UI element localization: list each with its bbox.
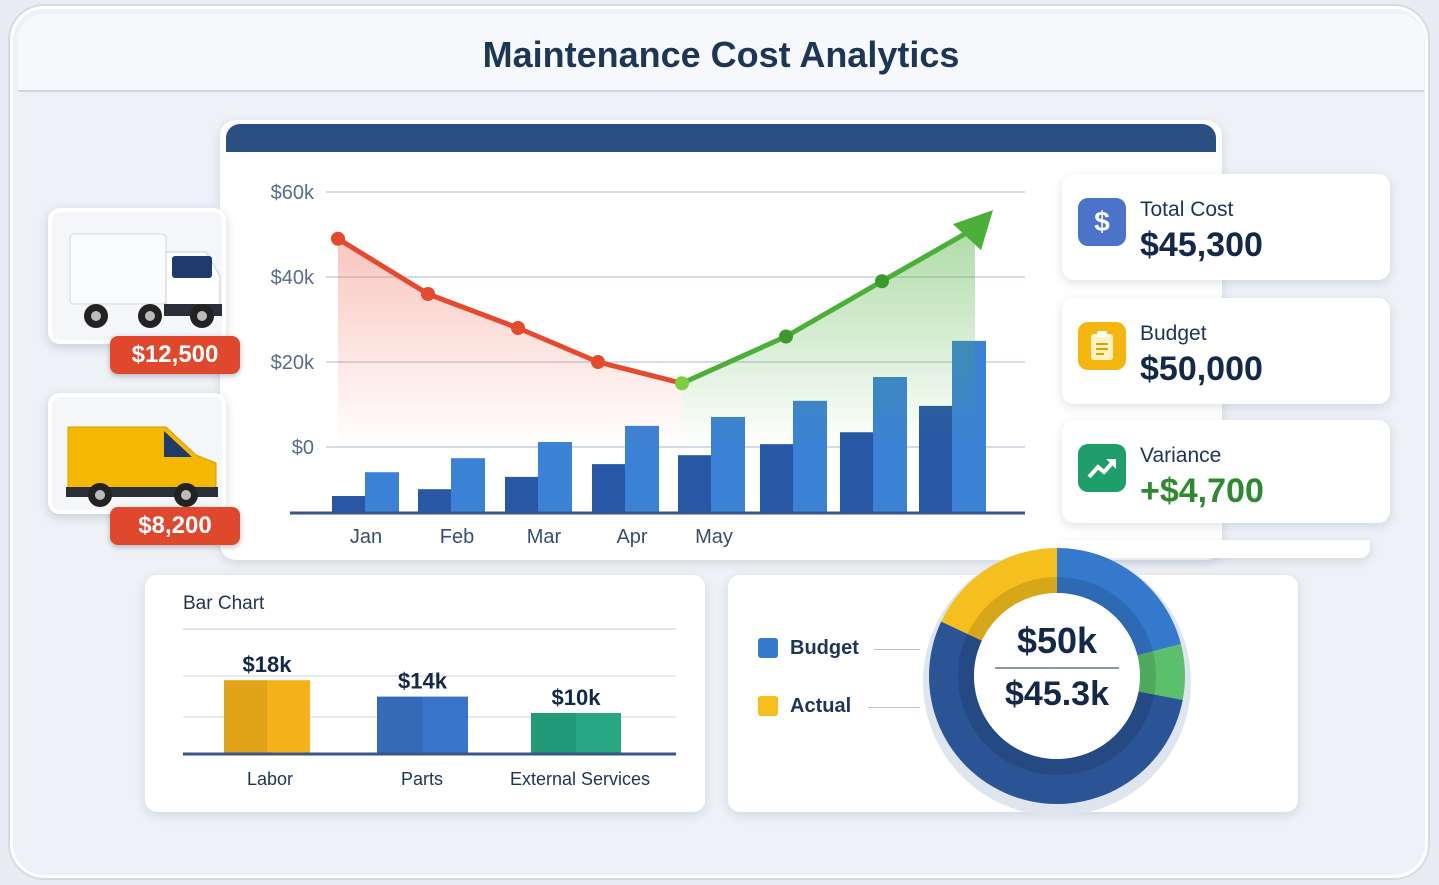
bar-chart-title: Bar Chart (183, 593, 265, 614)
kpi-value: $45,300 (1140, 226, 1263, 264)
kpi-label: Budget (1140, 322, 1207, 345)
legend-leader-line (874, 649, 920, 650)
legend-actual-swatch (758, 696, 778, 716)
card-shelf (1060, 540, 1370, 558)
kpi-label: Variance (1140, 444, 1222, 467)
header: Maintenance Cost Analytics (18, 14, 1424, 92)
page-title: Maintenance Cost Analytics (482, 34, 960, 75)
van-card[interactable] (48, 393, 226, 514)
legend-leader-line (868, 707, 920, 708)
truck-icon (69, 233, 222, 328)
donut-center-budget: $50k (1016, 620, 1098, 661)
legend-actual-label: Actual (790, 695, 852, 717)
kpi-budget[interactable]: Budget $50,000 (1062, 298, 1390, 404)
van-cost-badge: $8,200 (110, 507, 240, 545)
kpi-value: +$4,700 (1140, 472, 1264, 510)
dollar-icon: $ (1078, 198, 1126, 246)
trend-up-icon (1078, 444, 1126, 492)
category-bar-card: Bar Chart (145, 575, 705, 812)
legend-budget-swatch (758, 638, 778, 658)
clipboard-icon (1078, 322, 1126, 370)
kpi-total-cost[interactable]: $ Total Cost $45,300 (1062, 174, 1390, 280)
donut-center-actual: $45.3k (1005, 675, 1109, 713)
kpi-variance[interactable]: Variance +$4,700 (1062, 420, 1390, 523)
card-header-bar (226, 124, 1216, 152)
van-icon (66, 426, 218, 507)
legend-budget-label: Budget (790, 637, 859, 659)
kpi-value: $50,000 (1140, 350, 1263, 388)
truck-card[interactable] (48, 208, 226, 344)
donut-divider (995, 667, 1119, 669)
truck-cost-badge: $12,500 (110, 336, 240, 374)
kpi-label: Total Cost (1140, 198, 1234, 221)
